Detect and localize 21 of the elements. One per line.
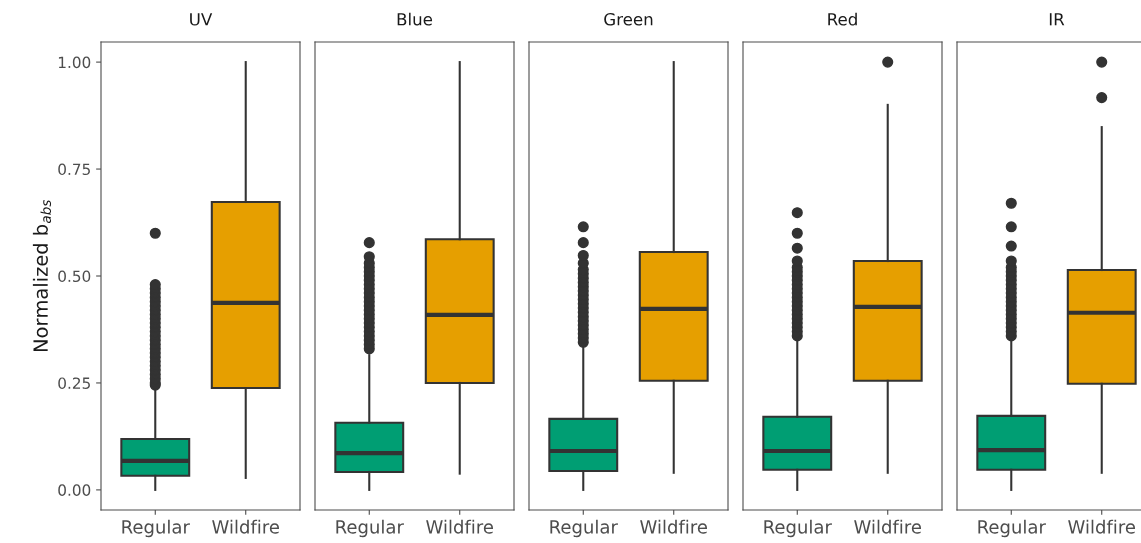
y-axis-title: Normalized b$_{abs}$: [32, 199, 52, 352]
y-tick-label: 1.00: [58, 56, 91, 69]
chart-title: Blue: [397, 12, 433, 26]
x-tick-label: Wildfire: [1068, 519, 1135, 534]
y-tick-label: 0.25: [58, 377, 90, 389]
x-tick-label: Wildfire: [854, 519, 921, 534]
x-tick-label: Regular: [550, 519, 618, 538]
x-tick-label: Regular: [764, 519, 832, 538]
x-tick-label: Wildfire: [426, 519, 493, 534]
x-tick-label: Regular: [122, 519, 190, 538]
y-tick-label: 0.75: [58, 163, 90, 176]
chart-title: UV: [190, 13, 213, 26]
x-tick-label: Wildfire: [640, 519, 707, 534]
chart-title: Green: [604, 12, 653, 26]
x-tick-label: Regular: [336, 519, 404, 538]
x-tick-label: Regular: [978, 519, 1046, 538]
chart-title: IR: [1049, 13, 1065, 26]
y-tick-label: 0.00: [58, 484, 91, 496]
y-tick-label: 0.50: [58, 270, 91, 283]
x-tick-label: Wildfire: [212, 519, 279, 534]
chart-title: Red: [828, 12, 857, 26]
